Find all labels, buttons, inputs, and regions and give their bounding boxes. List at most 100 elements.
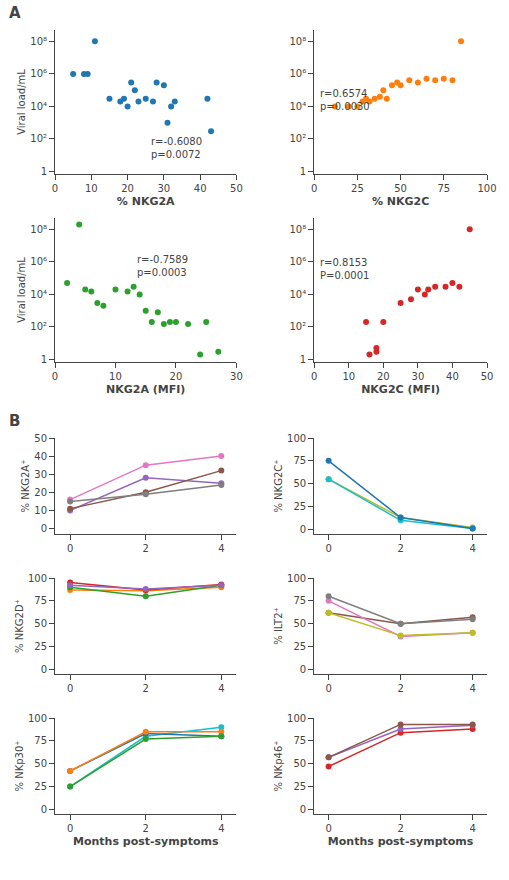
svg-text:100: 100 (28, 573, 47, 584)
svg-text:10: 10 (109, 371, 122, 382)
svg-text:10⁶: 10⁶ (289, 256, 306, 267)
svg-text:% NKG2D⁺: % NKG2D⁺ (14, 599, 25, 653)
svg-text:100: 100 (287, 573, 306, 584)
svg-text:% NKG2A: % NKG2A (117, 195, 175, 208)
svg-text:10⁴: 10⁴ (30, 289, 47, 300)
svg-text:10⁸: 10⁸ (289, 36, 306, 47)
svg-text:4: 4 (218, 823, 224, 834)
svg-text:Viral load/mL: Viral load/mL (16, 257, 27, 323)
svg-text:10²: 10² (30, 133, 47, 144)
svg-text:% ILT2⁺: % ILT2⁺ (273, 607, 284, 645)
svg-text:40: 40 (194, 183, 207, 194)
svg-text:0: 0 (325, 543, 331, 554)
svg-text:30: 30 (34, 469, 47, 480)
svg-text:20: 20 (377, 371, 390, 382)
svg-text:1: 1 (300, 354, 306, 365)
svg-text:40: 40 (446, 371, 459, 382)
svg-text:2: 2 (143, 543, 149, 554)
svg-text:% NKG2A⁺: % NKG2A⁺ (20, 460, 31, 513)
svg-text:50: 50 (230, 183, 243, 194)
svg-text:10⁸: 10⁸ (30, 224, 47, 235)
svg-text:4: 4 (469, 683, 475, 694)
svg-text:10⁴: 10⁴ (289, 289, 306, 300)
svg-text:r=-0.6080p=0.0072: r=-0.6080p=0.0072 (151, 136, 202, 160)
svg-text:10⁴: 10⁴ (30, 101, 47, 112)
svg-text:0: 0 (52, 371, 58, 382)
svg-text:0: 0 (67, 823, 73, 834)
svg-text:0: 0 (325, 683, 331, 694)
svg-text:0: 0 (311, 183, 317, 194)
svg-text:% NKp30⁺: % NKp30⁺ (14, 740, 25, 791)
svg-text:0: 0 (325, 823, 331, 834)
svg-text:75: 75 (437, 183, 450, 194)
svg-text:10: 10 (342, 371, 355, 382)
svg-text:10⁶: 10⁶ (30, 68, 47, 79)
svg-text:25: 25 (293, 641, 306, 652)
svg-text:0: 0 (67, 543, 73, 554)
svg-text:0: 0 (300, 804, 306, 815)
svg-text:4: 4 (469, 823, 475, 834)
svg-text:NKG2C (MFI): NKG2C (MFI) (361, 383, 440, 396)
svg-text:100: 100 (287, 433, 306, 444)
svg-text:10: 10 (85, 183, 98, 194)
svg-text:B: B (9, 412, 20, 430)
svg-text:Months post-symptoms: Months post-symptoms (328, 835, 474, 848)
svg-text:2: 2 (143, 683, 149, 694)
svg-text:10⁶: 10⁶ (289, 68, 306, 79)
svg-text:75: 75 (293, 595, 306, 606)
svg-text:10²: 10² (289, 321, 306, 332)
svg-text:2: 2 (397, 683, 403, 694)
svg-text:100: 100 (28, 713, 47, 724)
svg-text:40: 40 (34, 451, 47, 462)
svg-text:20: 20 (170, 371, 183, 382)
svg-text:100: 100 (477, 183, 496, 194)
svg-text:r=0.8153P=0.0001: r=0.8153P=0.0001 (320, 257, 369, 281)
svg-text:4: 4 (218, 543, 224, 554)
svg-text:4: 4 (469, 543, 475, 554)
svg-text:% NKG2C: % NKG2C (372, 195, 429, 208)
svg-text:0: 0 (300, 524, 306, 535)
svg-text:20: 20 (34, 487, 47, 498)
svg-text:10: 10 (34, 505, 47, 516)
svg-text:50: 50 (34, 618, 47, 629)
svg-text:r=-0.7589p=0.0003: r=-0.7589p=0.0003 (137, 254, 188, 278)
svg-text:75: 75 (34, 595, 47, 606)
svg-text:20: 20 (121, 183, 134, 194)
svg-text:% NKG2C⁺: % NKG2C⁺ (273, 459, 284, 512)
svg-text:0: 0 (41, 664, 47, 675)
svg-text:75: 75 (34, 735, 47, 746)
svg-text:75: 75 (293, 455, 306, 466)
svg-text:% NKp46⁺: % NKp46⁺ (273, 740, 284, 791)
svg-text:2: 2 (143, 823, 149, 834)
svg-text:4: 4 (218, 683, 224, 694)
svg-text:50: 50 (293, 758, 306, 769)
svg-text:1: 1 (41, 354, 47, 365)
svg-text:100: 100 (287, 713, 306, 724)
svg-text:0: 0 (41, 804, 47, 815)
svg-text:r=0.6574p=0.0030: r=0.6574p=0.0030 (320, 88, 370, 112)
svg-text:1: 1 (41, 166, 47, 177)
svg-text:0: 0 (41, 523, 47, 534)
svg-text:50: 50 (293, 618, 306, 629)
svg-text:Months post-symptoms: Months post-symptoms (73, 835, 219, 848)
svg-text:25: 25 (293, 781, 306, 792)
svg-text:Viral load/mL: Viral load/mL (16, 69, 27, 135)
svg-text:30: 30 (230, 371, 243, 382)
svg-text:10⁶: 10⁶ (30, 256, 47, 267)
svg-text:10⁸: 10⁸ (30, 36, 47, 47)
svg-text:25: 25 (293, 501, 306, 512)
svg-text:50: 50 (293, 478, 306, 489)
svg-text:0: 0 (300, 664, 306, 675)
svg-text:A: A (9, 4, 21, 22)
svg-text:1: 1 (300, 166, 306, 177)
svg-text:75: 75 (293, 735, 306, 746)
svg-text:2: 2 (397, 543, 403, 554)
svg-text:10²: 10² (30, 321, 47, 332)
svg-text:25: 25 (34, 781, 47, 792)
svg-text:10²: 10² (289, 133, 306, 144)
svg-text:25: 25 (351, 183, 364, 194)
svg-text:0: 0 (67, 683, 73, 694)
svg-text:30: 30 (157, 183, 170, 194)
svg-text:30: 30 (412, 371, 425, 382)
svg-text:0: 0 (311, 371, 317, 382)
